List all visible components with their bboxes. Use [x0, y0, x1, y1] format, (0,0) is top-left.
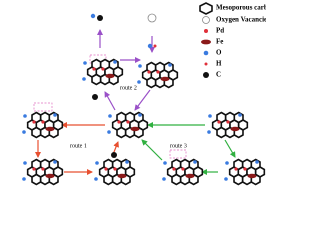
- page: Mesoporous carbon Oxygen Vacancies Pd Fe…: [0, 2, 266, 189]
- route-label: route 3: [170, 143, 187, 149]
- c-atom: [92, 94, 98, 100]
- legend-label: Pd: [216, 27, 224, 35]
- cluster: [137, 63, 177, 88]
- legend-vacancy: [202, 16, 210, 24]
- arrow: [104, 91, 116, 111]
- cluster: [224, 160, 264, 185]
- dashed-box: [33, 102, 53, 112]
- legend-label: Oxygen Vacancies: [216, 16, 266, 24]
- arrow: [141, 139, 163, 161]
- legend-label: Fe: [216, 38, 223, 46]
- legend-h: [204, 62, 208, 66]
- arrow: [134, 89, 151, 111]
- cluster: [82, 60, 122, 85]
- legend-label: O: [216, 49, 222, 57]
- legend-o: [203, 50, 209, 56]
- o-atom: [147, 43, 153, 49]
- cluster: [207, 113, 247, 138]
- vacancy: [147, 13, 157, 23]
- h-atom: [153, 44, 157, 48]
- arrows: [35, 29, 236, 175]
- cluster: [22, 160, 62, 185]
- diagram: Mesoporous carbon Oxygen Vacancies Pd Fe…: [0, 2, 266, 189]
- legend-pd: [204, 29, 208, 33]
- c-atom: [97, 15, 103, 21]
- legend-label: C: [216, 71, 221, 79]
- legend-fe: [201, 39, 211, 45]
- legend-label: Mesoporous carbon: [216, 4, 266, 12]
- dashed-box: [169, 149, 187, 159]
- cluster-center: [107, 113, 147, 138]
- c-atom: [111, 152, 117, 158]
- legend-hexagon: [199, 2, 213, 15]
- route-label: route 1: [70, 143, 87, 149]
- cluster: [94, 160, 134, 185]
- molecules: [90, 13, 157, 158]
- o-atom: [90, 13, 96, 19]
- legend-label: H: [216, 60, 222, 68]
- cluster: [162, 160, 202, 185]
- arrow: [224, 139, 236, 158]
- legend-c: [203, 72, 209, 78]
- route-label: route 2: [120, 85, 137, 91]
- legend: Mesoporous carbon Oxygen Vacancies Pd Fe…: [199, 2, 266, 79]
- cluster: [22, 113, 62, 138]
